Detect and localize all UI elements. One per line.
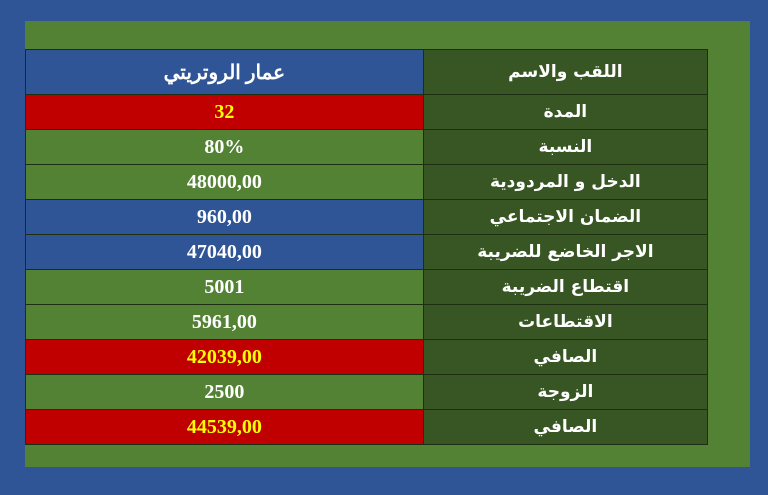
table-row: 2500 الزوجة: [25, 374, 709, 410]
label-cell[interactable]: الصافي: [422, 339, 709, 375]
value-cell[interactable]: 80%: [25, 129, 424, 165]
value-cell[interactable]: 2500: [25, 374, 424, 410]
table-row: 960,00 الضمان الاجتماعي: [25, 199, 709, 235]
table-row: 48000,00 الدخل و المردودية: [25, 164, 709, 200]
value-cell[interactable]: 5961,00: [25, 304, 424, 340]
employee-name-cell[interactable]: عمار الروتريتي: [25, 49, 424, 95]
value-cell[interactable]: 42039,00: [25, 339, 424, 375]
table-row: 32 المدة: [25, 94, 709, 130]
salary-table: عمار الروتريتي اللقب والاسم 32 المدة 80% ال…: [25, 49, 709, 445]
label-cell[interactable]: النسبة: [422, 129, 709, 165]
label-cell[interactable]: الضمان الاجتماعي: [422, 199, 709, 235]
label-cell[interactable]: الاجر الخاضع للضريبة: [422, 234, 709, 270]
value-cell[interactable]: 5001: [25, 269, 424, 305]
label-cell[interactable]: الصافي: [422, 409, 709, 445]
table-row: 80% النسبة: [25, 129, 709, 165]
table-row: 44539,00 الصافي: [25, 409, 709, 445]
label-cell[interactable]: الزوجة: [422, 374, 709, 410]
value-cell[interactable]: 44539,00: [25, 409, 424, 445]
header-row: عمار الروتريتي اللقب والاسم: [25, 49, 709, 95]
name-label-cell[interactable]: اللقب والاسم: [422, 49, 709, 95]
value-cell[interactable]: 32: [25, 94, 424, 130]
table-row: 42039,00 الصافي: [25, 339, 709, 375]
label-cell[interactable]: المدة: [422, 94, 709, 130]
value-cell[interactable]: 48000,00: [25, 164, 424, 200]
value-cell[interactable]: 47040,00: [25, 234, 424, 270]
table-row: 5001 اقتطاع الضريبة: [25, 269, 709, 305]
label-cell[interactable]: الاقتطاعات: [422, 304, 709, 340]
table-row: 5961,00 الاقتطاعات: [25, 304, 709, 340]
label-cell[interactable]: الدخل و المردودية: [422, 164, 709, 200]
label-cell[interactable]: اقتطاع الضريبة: [422, 269, 709, 305]
value-cell[interactable]: 960,00: [25, 199, 424, 235]
table-row: 47040,00 الاجر الخاضع للضريبة: [25, 234, 709, 270]
